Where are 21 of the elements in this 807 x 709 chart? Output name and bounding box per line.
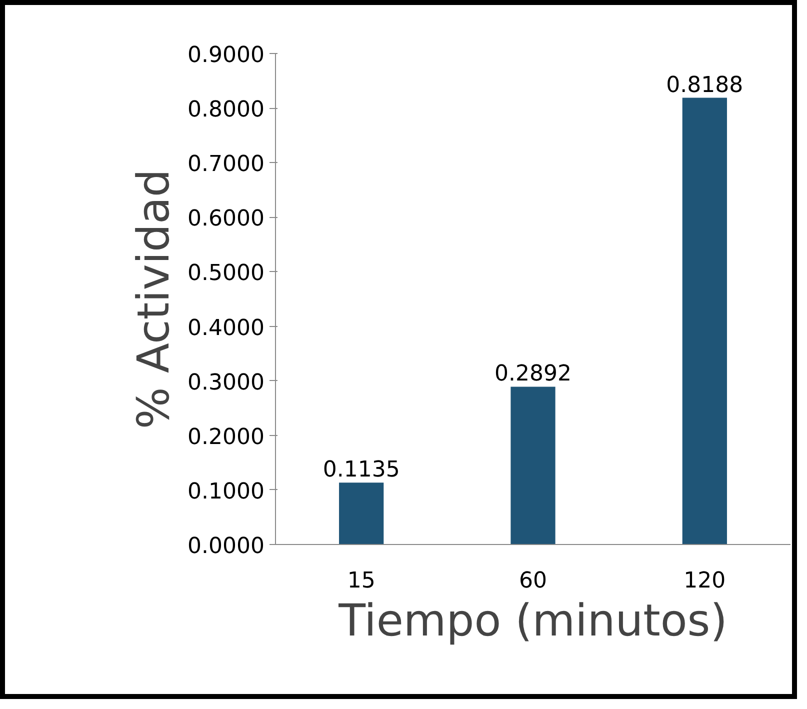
x-tick-label: 60 [519,568,548,594]
data-label: 0.8188 [666,72,744,98]
y-axis-title: % Actividad [128,169,180,429]
y-tick-label: 0.2000 [188,424,265,450]
x-axis-title: Tiempo (minutos) [338,596,728,646]
y-tick-label: 0.1000 [188,479,265,504]
y-tick-label: 0.9000 [188,43,265,68]
bar [339,482,384,544]
bar [682,98,727,544]
data-label: 0.2892 [494,362,572,387]
y-tick-label: 0.6000 [188,206,265,232]
data-label: 0.1135 [322,458,400,483]
x-tick-label: 15 [347,568,376,594]
x-tick-label: 120 [684,568,726,594]
y-tick-label: 0.4000 [188,316,265,341]
y-tick-label: 0.8000 [188,98,265,123]
y-tick-label: 0.0000 [188,534,265,559]
y-tick-label: 0.7000 [188,152,265,178]
y-tick-label: 0.5000 [188,261,265,286]
y-tick-label: 0.3000 [188,370,265,396]
bar [510,386,556,544]
